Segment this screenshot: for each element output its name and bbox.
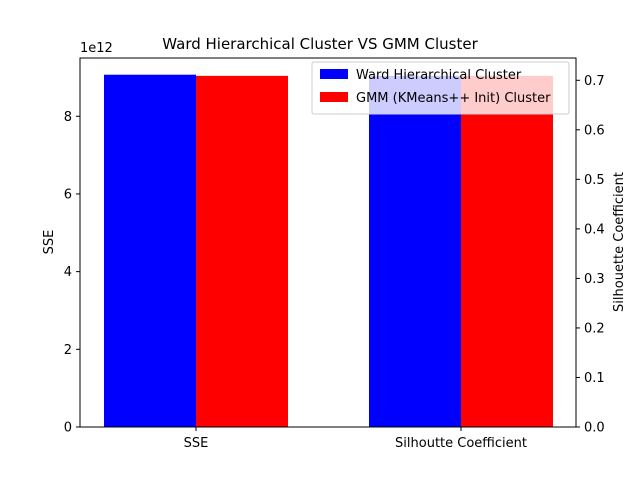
left-tick-label: 2 xyxy=(64,343,72,358)
legend-swatch-ward xyxy=(320,69,348,79)
bar-gmm-silhouette xyxy=(461,75,553,427)
right-tick-label: 0.2 xyxy=(584,321,605,336)
bar-ward-silhouette xyxy=(369,75,461,427)
x-tick-label: Silhoutte Coefficient xyxy=(395,436,527,451)
legend: Ward Hierarchical Cluster GMM (KMeans++ … xyxy=(311,61,570,115)
right-tick-label: 0.1 xyxy=(584,371,605,386)
chart-title: Ward Hierarchical Cluster VS GMM Cluster xyxy=(162,35,478,53)
legend-label-ward: Ward Hierarchical Cluster xyxy=(356,68,522,83)
left-tick-label: 6 xyxy=(64,187,72,202)
left-axis-offset-text: 1e12 xyxy=(80,41,113,56)
bar-ward-sse xyxy=(104,74,196,428)
right-tick-label: 0.4 xyxy=(584,222,605,237)
left-tick-label: 0 xyxy=(64,421,72,436)
right-tick-label: 0.7 xyxy=(584,74,605,89)
right-tick-label: 0.5 xyxy=(584,173,605,188)
axes-layer xyxy=(79,57,577,428)
left-tick-label: 8 xyxy=(64,110,72,125)
bar-gmm-sse xyxy=(196,75,288,427)
legend-label-gmm: GMM (KMeans++ Init) Cluster xyxy=(356,91,551,106)
bars-layer xyxy=(104,74,553,428)
right-tick-label: 0.0 xyxy=(584,421,605,436)
left-tick-label: 4 xyxy=(64,265,72,280)
legend-swatch-gmm xyxy=(320,92,348,102)
plot-frame xyxy=(79,57,577,428)
x-axis-ticks: SSE Silhoutte Coefficient xyxy=(184,427,527,451)
left-axis-label: SSE xyxy=(42,230,57,255)
right-tick-label: 0.3 xyxy=(584,272,605,287)
legend-box xyxy=(311,61,570,115)
right-tick-label: 0.6 xyxy=(584,123,605,138)
right-axis-ticks: 0.0 0.1 0.2 0.3 0.4 0.5 0.6 0.7 xyxy=(576,74,605,436)
right-axis-label: Silhouette Coefficient xyxy=(612,172,627,312)
left-axis-ticks: 0 2 4 6 8 xyxy=(64,110,80,436)
x-tick-label: SSE xyxy=(184,436,209,451)
